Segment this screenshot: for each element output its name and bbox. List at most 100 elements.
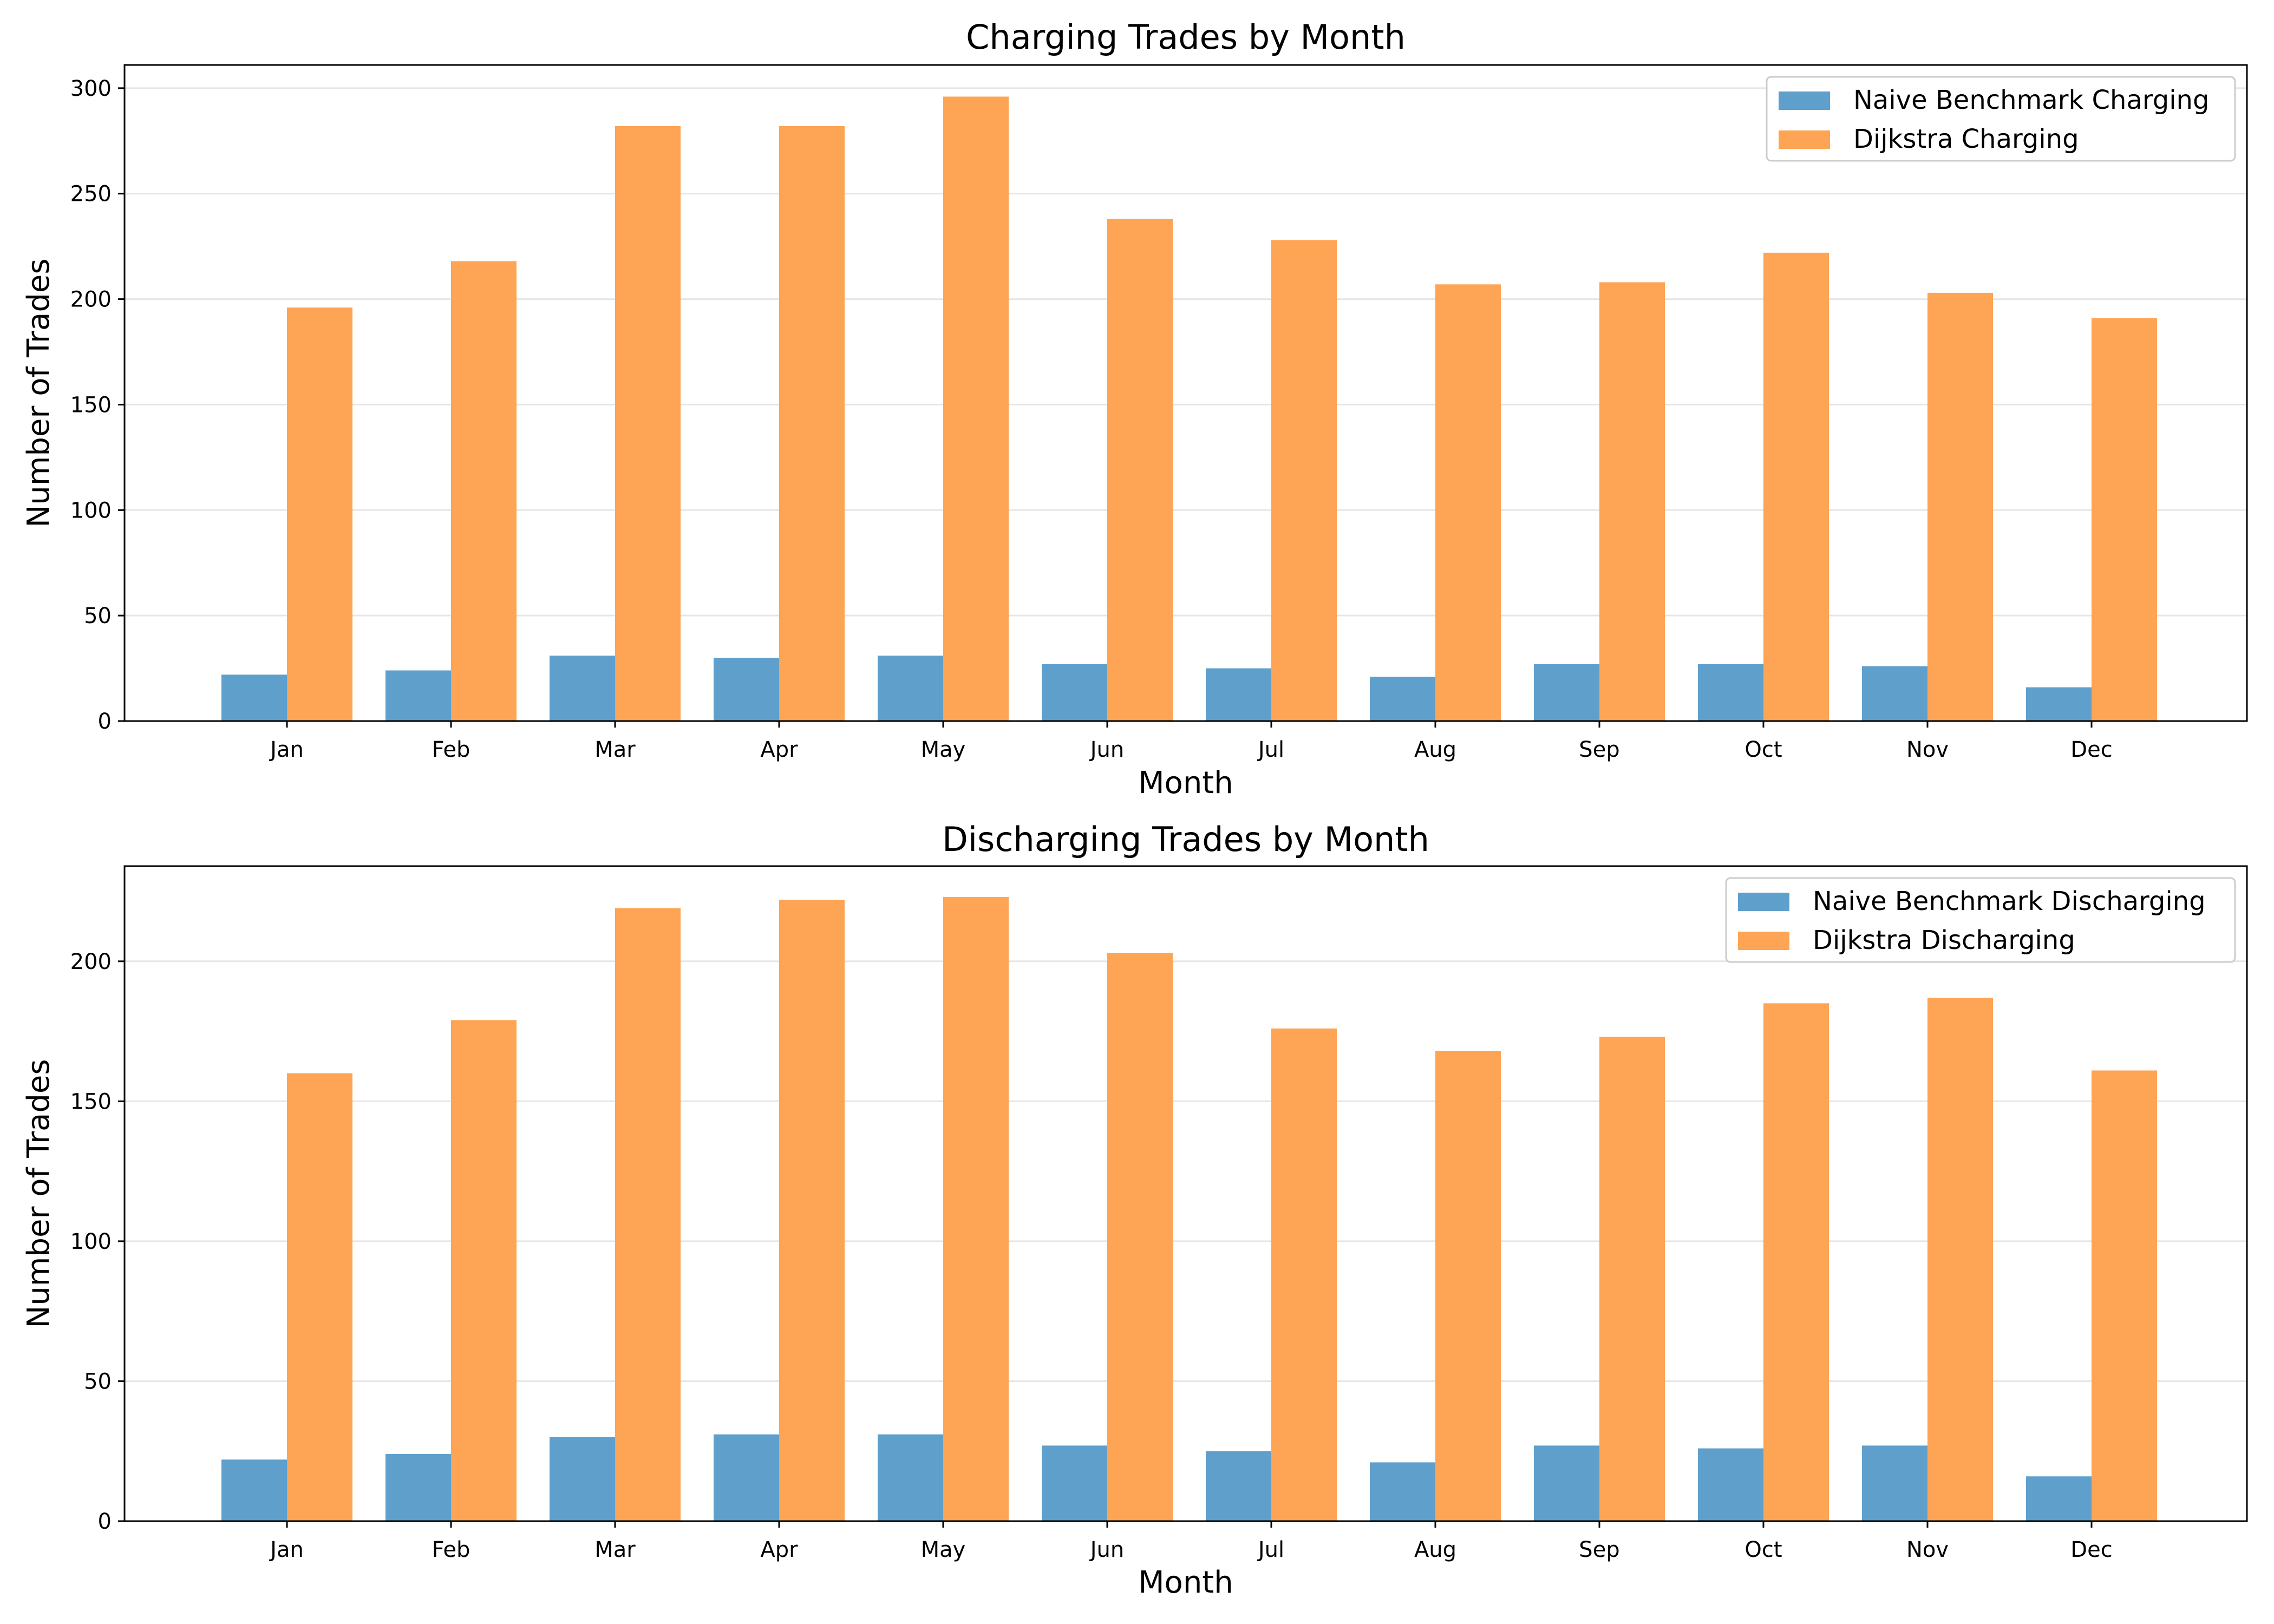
- x-tick-label: Nov: [1906, 1537, 1949, 1562]
- legend-label: Naive Benchmark Discharging: [1813, 886, 2206, 916]
- bar-naive-dec: [2026, 687, 2092, 721]
- chart-title: Charging Trades by Month: [966, 17, 1406, 57]
- y-tick-label: 150: [70, 1089, 112, 1114]
- y-tick-label: 100: [70, 1229, 112, 1254]
- x-tick-label: Mar: [594, 1537, 636, 1562]
- y-tick-label: 200: [70, 949, 112, 974]
- x-tick-label: Mar: [594, 737, 636, 762]
- legend-box: [1766, 76, 2236, 162]
- bar-dijkstra-sep: [1599, 282, 1665, 721]
- bar-naive-mar: [550, 656, 615, 721]
- legend-swatch: [1779, 130, 1830, 149]
- y-tick-label: 50: [84, 1369, 112, 1394]
- x-axis-label: Month: [1138, 1565, 1233, 1600]
- x-tick-label: Jul: [1257, 737, 1284, 762]
- y-tick-label: 50: [84, 604, 112, 628]
- plot-frame: [123, 64, 2248, 722]
- y-tick-label: 250: [70, 182, 112, 207]
- y-tick-label: 150: [70, 392, 112, 417]
- bar-dijkstra-oct: [1763, 1003, 1829, 1521]
- x-tick-label: Feb: [432, 1537, 471, 1562]
- x-tick-label: Nov: [1906, 737, 1949, 762]
- bar-naive-sep: [1534, 1445, 1599, 1521]
- x-tick-label: Dec: [2070, 737, 2112, 762]
- bar-naive-jan: [221, 675, 287, 721]
- bar-dijkstra-oct: [1763, 252, 1829, 722]
- chart-title: Discharging Trades by Month: [942, 820, 1429, 859]
- legend-box: [1725, 877, 2236, 963]
- x-tick-label: Apr: [760, 1537, 798, 1562]
- bar-dijkstra-feb: [451, 261, 517, 721]
- bar-naive-mar: [550, 1437, 615, 1521]
- bar-naive-jul: [1206, 668, 1271, 721]
- bar-naive-aug: [1370, 677, 1435, 721]
- bar-naive-sep: [1534, 664, 1599, 721]
- plot-frame: [123, 865, 2248, 1522]
- x-tick-label: Feb: [432, 737, 471, 762]
- legend: Naive Benchmark Discharging Dijkstra Disc…: [1725, 877, 2236, 963]
- y-tick-label: 0: [98, 1509, 112, 1534]
- bar-naive-oct: [1698, 1448, 1763, 1521]
- legend-swatch: [1779, 91, 1830, 110]
- legend: Naive Benchmark Charging Dijkstra Chargin…: [1766, 76, 2236, 162]
- bar-dijkstra-nov: [1927, 292, 1993, 721]
- bar-dijkstra-apr: [779, 900, 845, 1521]
- bar-naive-nov: [1862, 666, 1927, 721]
- bar-dijkstra-dec: [2092, 1070, 2157, 1521]
- x-tick-label: Oct: [1744, 737, 1782, 762]
- bar-naive-nov: [1862, 1445, 1927, 1521]
- bar-dijkstra-jul: [1271, 1028, 1337, 1521]
- bar-naive-jun: [1042, 1445, 1107, 1521]
- bar-dijkstra-apr: [779, 126, 845, 721]
- x-tick-label: May: [921, 737, 966, 762]
- bar-naive-feb: [385, 1453, 451, 1521]
- y-tick-label: 300: [70, 76, 112, 101]
- x-tick-label: Jun: [1089, 737, 1125, 762]
- x-tick-label: Jun: [1089, 1537, 1125, 1562]
- bar-naive-jan: [221, 1459, 287, 1521]
- bar-dijkstra-jan: [287, 1073, 352, 1521]
- x-tick-label: Jan: [269, 737, 304, 762]
- bar-naive-may: [878, 1434, 943, 1521]
- bar-dijkstra-dec: [2092, 318, 2157, 721]
- x-tick-label: Apr: [760, 737, 798, 762]
- bar-naive-apr: [714, 1434, 779, 1521]
- bar-naive-oct: [1698, 664, 1763, 721]
- x-tick-label: Dec: [2070, 1537, 2112, 1562]
- x-tick-label: Jul: [1257, 1537, 1284, 1562]
- bar-dijkstra-jun: [1107, 219, 1173, 721]
- bar-naive-may: [878, 656, 943, 721]
- bar-dijkstra-mar: [615, 126, 681, 721]
- bar-dijkstra-may: [943, 96, 1009, 722]
- bar-dijkstra-jul: [1271, 240, 1337, 721]
- legend-swatch: [1738, 932, 1789, 950]
- bar-dijkstra-aug: [1435, 1051, 1501, 1521]
- legend-label: Dijkstra Charging: [1853, 124, 2079, 154]
- x-tick-label: Jan: [269, 1537, 304, 1562]
- bar-naive-jun: [1042, 664, 1107, 721]
- bar-dijkstra-nov: [1927, 998, 1993, 1521]
- bar-dijkstra-may: [943, 896, 1009, 1521]
- y-axis-label: Number of Trades: [21, 258, 56, 527]
- bar-dijkstra-sep: [1599, 1037, 1665, 1521]
- y-tick-label: 100: [70, 498, 112, 523]
- y-axis-label: Number of Trades: [21, 1059, 56, 1328]
- x-tick-label: Aug: [1414, 737, 1456, 762]
- legend-label: Naive Benchmark Charging: [1853, 85, 2209, 115]
- chart-panel-1: 0 50 100 150 200 250 300 Jan Feb Mar Apr May Jun Jul A…: [21, 17, 2248, 801]
- bar-naive-apr: [714, 658, 779, 721]
- y-tick-label: 200: [70, 287, 112, 312]
- y-tick-label: 0: [98, 709, 112, 734]
- bar-dijkstra-feb: [451, 1020, 517, 1521]
- bar-dijkstra-jan: [287, 307, 352, 721]
- legend-swatch: [1738, 893, 1789, 911]
- bar-naive-feb: [385, 670, 451, 721]
- x-tick-label: Sep: [1579, 737, 1619, 762]
- bar-dijkstra-aug: [1435, 284, 1501, 721]
- chart-panel-2: 0 50 100 150 200 Jan Feb Mar Apr May Jun Jul Aug Sep O…: [21, 820, 2248, 1600]
- x-axis-label: Month: [1138, 765, 1233, 801]
- x-tick-label: Oct: [1744, 1537, 1782, 1562]
- bar-naive-aug: [1370, 1462, 1435, 1521]
- bar-dijkstra-mar: [615, 908, 681, 1521]
